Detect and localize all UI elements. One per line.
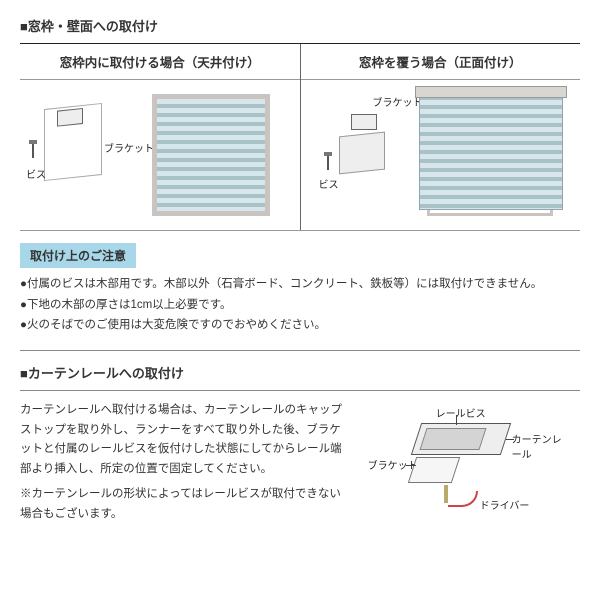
rail-row: カーテンレールへ取付ける場合は、カーテンレールのキャップストップを取り外し、ラン…: [20, 401, 580, 524]
install-two-col: 窓枠内に取付ける場合（天井付け） ビス ブラケット 窓枠を覆う場合（正面付け） …: [20, 43, 580, 231]
col1-header: 窓枠内に取付ける場合（天井付け）: [20, 44, 300, 80]
section1-title: ■窓枠・壁面への取付け: [20, 16, 580, 35]
blind-slats: [157, 99, 265, 211]
rail-body: カーテンレールへ取付ける場合は、カーテンレールのキャップストップを取り外し、ラン…: [20, 401, 348, 479]
section2-title: ■カーテンレールへの取付け: [20, 363, 580, 382]
label-bracket: ブラケット: [104, 140, 154, 155]
notice-item: ●付属のビスは木部用です。木部以外（石膏ボード、コンクリート、鉄板等）には取付け…: [20, 274, 580, 295]
bracket-top-icon: [351, 114, 377, 130]
blind-slats-front: [419, 90, 563, 210]
bracket-assembly-front: [339, 114, 389, 176]
notice-badge: 取付け上のご注意: [20, 243, 136, 268]
screwdriver-tip-icon: [444, 485, 448, 503]
screw-icon: [327, 156, 329, 170]
label-rail-screw: レールビス: [436, 405, 486, 420]
diagram-ceiling: ビス ブラケット: [20, 80, 300, 230]
divider-2: [20, 390, 580, 391]
divider: [20, 350, 580, 351]
pointer-line: [456, 415, 457, 425]
rail-diagram: レールビス カーテンレール ブラケット ドライバー: [362, 401, 580, 521]
notice-box: 取付け上のご注意 ●付属のビスは木部用です。木部以外（石膏ボード、コンクリート、…: [20, 243, 580, 336]
diagram-front: ビス ブラケット: [301, 80, 581, 230]
col-front: 窓枠を覆う場合（正面付け） ビス ブラケット: [301, 44, 581, 230]
curtain-rail-icon: [410, 423, 510, 455]
pointer-line: [406, 465, 414, 466]
label-screw-2: ビス: [319, 176, 339, 191]
headrail-icon: [415, 86, 567, 98]
label-driver: ドライバー: [480, 497, 530, 512]
label-screw: ビス: [26, 166, 46, 181]
screw-icon: [32, 144, 34, 158]
driver-arc-icon: [448, 491, 478, 507]
notice-list: ●付属のビスは木部用です。木部以外（石膏ボード、コンクリート、鉄板等）には取付け…: [20, 274, 580, 336]
notice-item: ●下地の木部の厚さは1cm以上必要です。: [20, 295, 580, 316]
bracket-top-icon: [57, 108, 83, 127]
bracket-assembly: [44, 103, 102, 181]
bracket-body: [339, 132, 385, 175]
notice-item: ●火のそばでのご使用は大変危険ですのでおやめください。: [20, 315, 580, 336]
col2-header: 窓枠を覆う場合（正面付け）: [301, 44, 581, 80]
window-frame: [152, 94, 270, 216]
rail-note: ※カーテンレールの形状によってはレールビスが取付できない場合もございます。: [20, 485, 348, 524]
rail-text: カーテンレールへ取付ける場合は、カーテンレールのキャップストップを取り外し、ラン…: [20, 401, 348, 524]
label-curtain-rail: カーテンレール: [512, 431, 568, 461]
col-ceiling: 窓枠内に取付ける場合（天井付け） ビス ブラケット: [20, 44, 301, 230]
pointer-line: [506, 439, 514, 440]
